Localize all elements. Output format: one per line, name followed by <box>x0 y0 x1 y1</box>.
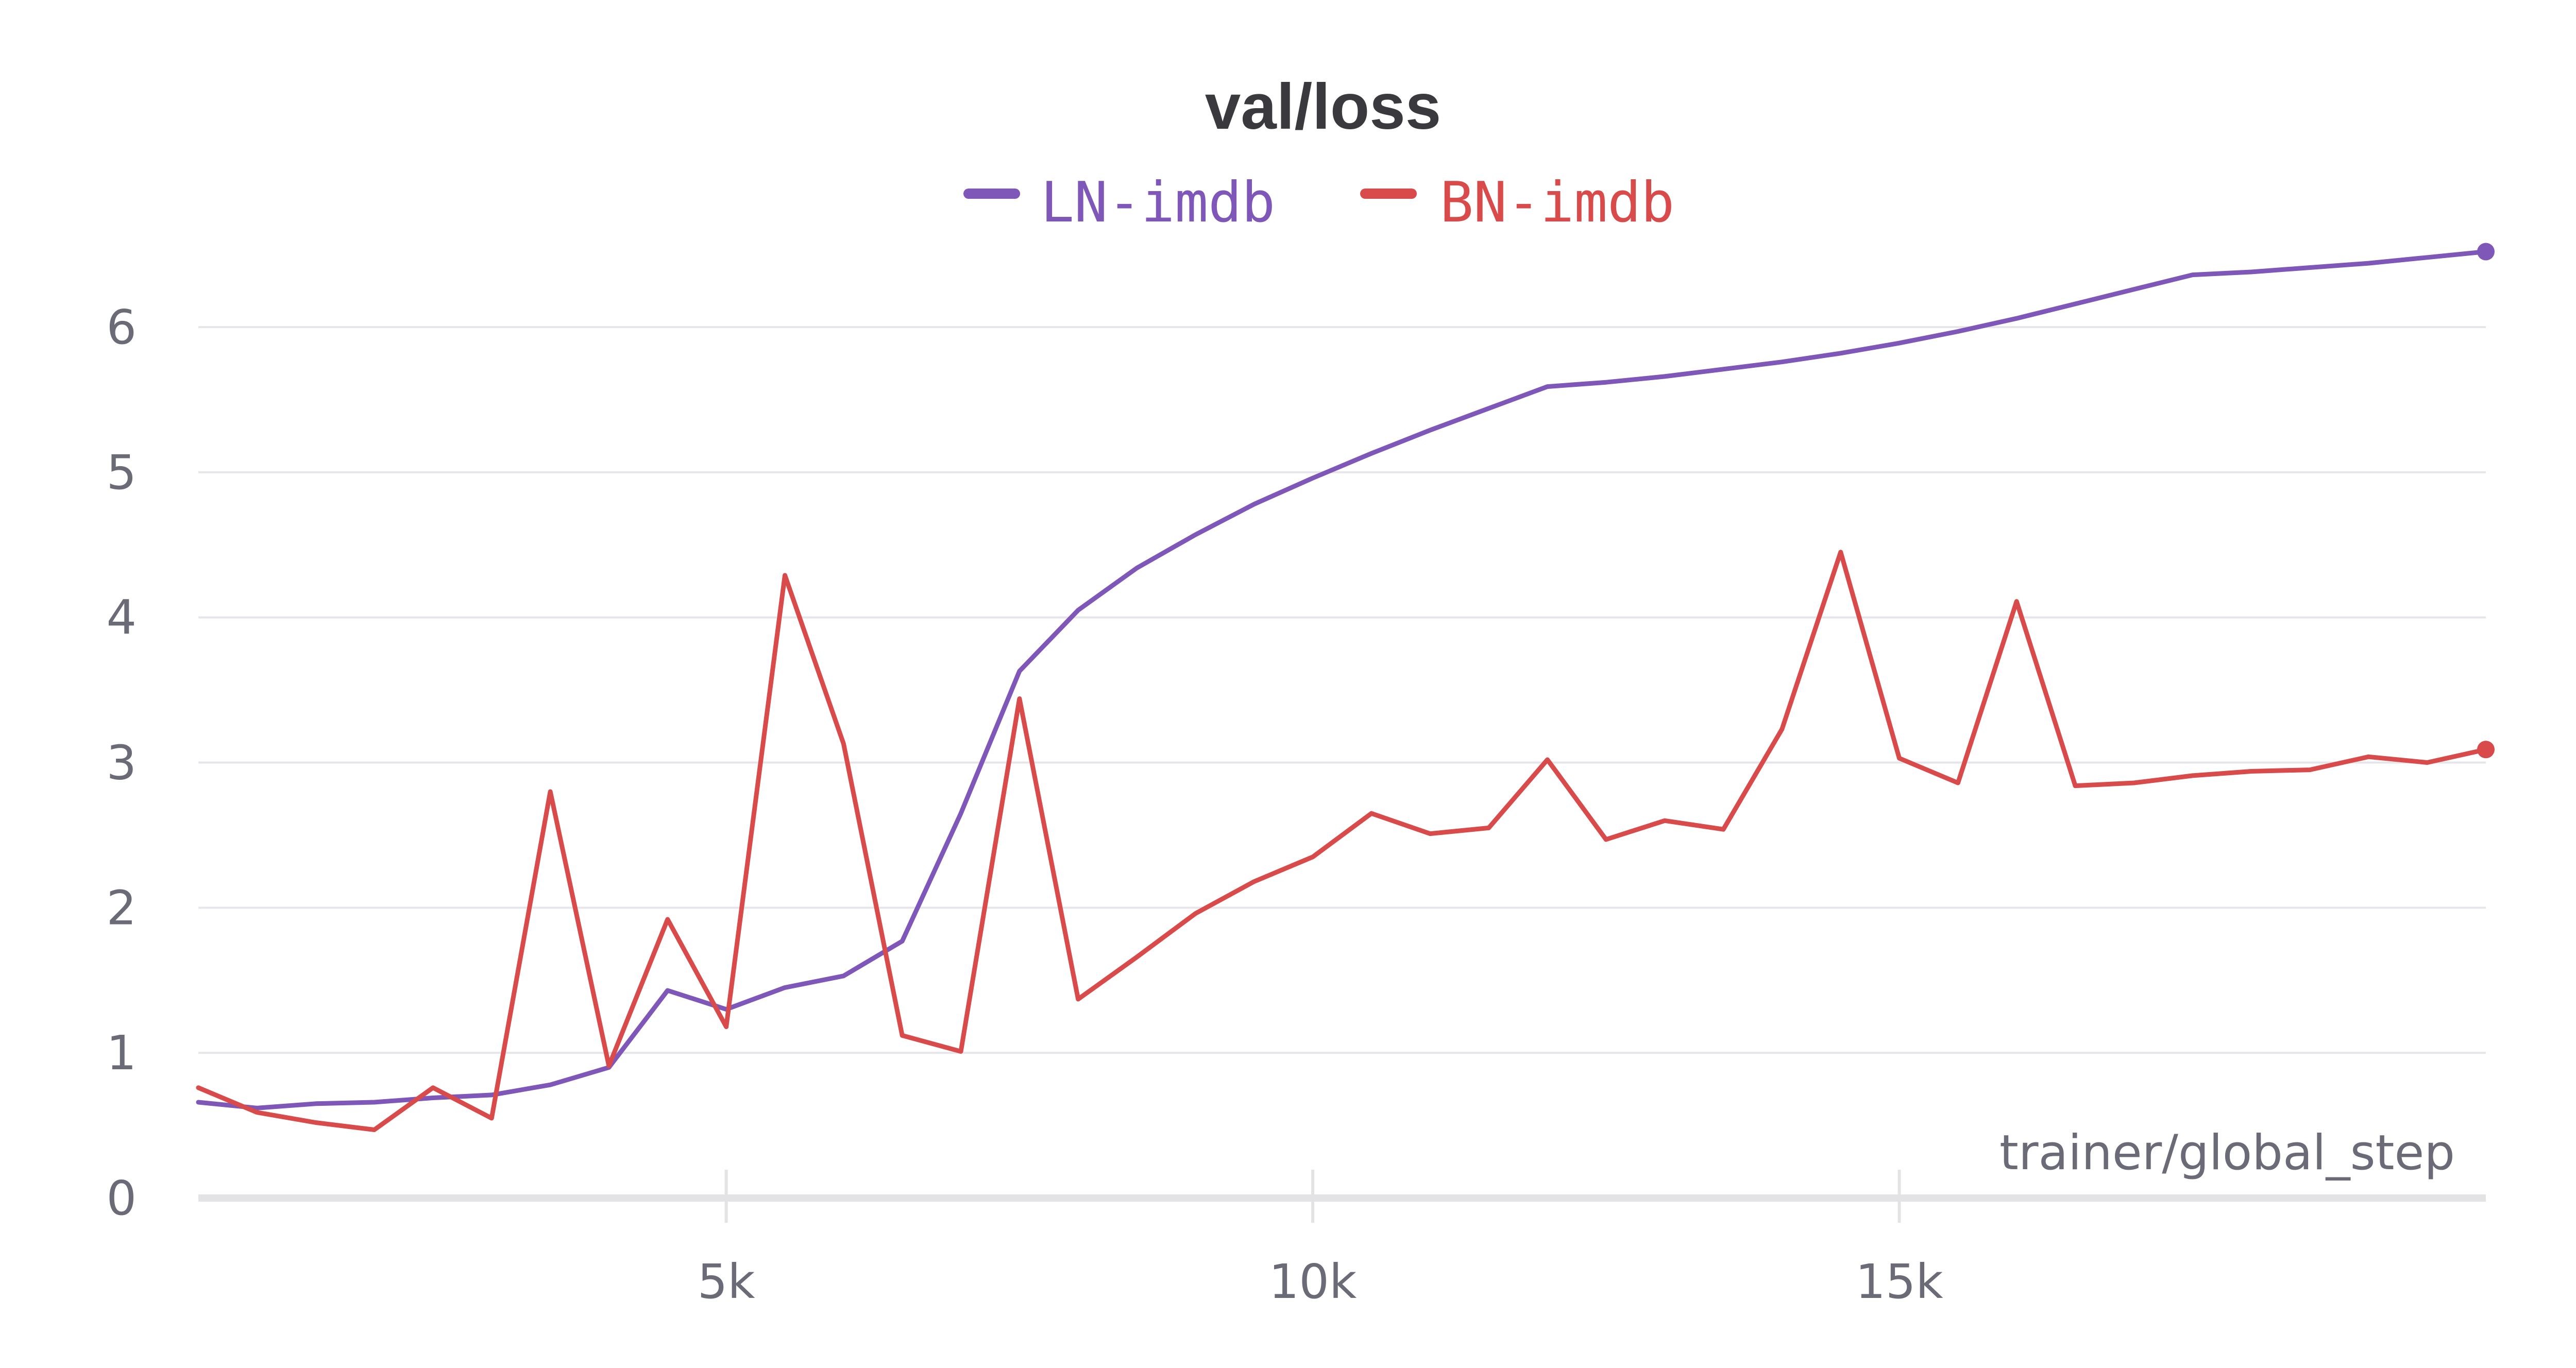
y-tick-label: 5 <box>106 445 137 500</box>
series-end-point-ln-imdb[interactable] <box>2477 243 2495 261</box>
legend-label-bn-imdb: BN-imdb <box>1440 170 1674 235</box>
legend-item-ln-imdb[interactable]: LN-imdb <box>963 170 1275 235</box>
chart-title: val/loss <box>1205 71 1442 143</box>
y-tick-label: 1 <box>106 1025 137 1081</box>
series-line-bn-imdb[interactable] <box>196 550 2488 1132</box>
legend-label-ln-imdb: LN-imdb <box>1041 170 1275 235</box>
x-tick-label: 5k <box>698 1254 756 1309</box>
series-end-point-bn-imdb[interactable] <box>2477 741 2495 759</box>
x-axis <box>198 1170 2486 1223</box>
tick-labels: 0 1 2 3 4 5 6 5k 10k 15k <box>106 300 1943 1309</box>
legend-item-bn-imdb[interactable]: BN-imdb <box>1360 170 1674 235</box>
legend-swatch-ln-imdb <box>963 189 1020 199</box>
y-tick-label: 0 <box>106 1171 137 1226</box>
x-tick-label: 10k <box>1269 1254 1357 1309</box>
legend-swatch-bn-imdb <box>1360 189 1417 199</box>
y-tick-label: 3 <box>106 736 137 791</box>
y-tick-label: 2 <box>106 880 137 935</box>
y-tick-label: 6 <box>106 300 137 355</box>
gridlines <box>198 326 2486 1054</box>
x-axis-label: trainer/global_step <box>1999 1125 2455 1181</box>
series-lines <box>196 243 2495 1132</box>
series-line-ln-imdb[interactable] <box>196 249 2488 1110</box>
y-tick-label: 4 <box>106 590 137 645</box>
legend: LN-imdb BN-imdb <box>963 170 1674 235</box>
x-tick-label: 15k <box>1855 1254 1943 1309</box>
